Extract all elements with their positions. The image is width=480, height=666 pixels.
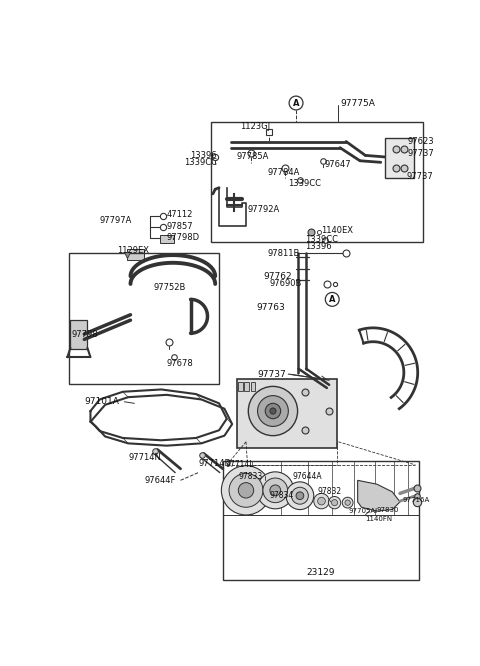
Circle shape <box>221 466 271 515</box>
Text: 97690B: 97690B <box>269 280 301 288</box>
Text: 97716A: 97716A <box>402 497 430 503</box>
Text: 13396: 13396 <box>305 242 332 250</box>
Text: 97832: 97832 <box>318 488 342 496</box>
Circle shape <box>345 500 350 505</box>
Text: 97762: 97762 <box>264 272 292 281</box>
Text: 1123GJ: 1123GJ <box>240 122 270 131</box>
Circle shape <box>270 485 281 496</box>
Text: 97737: 97737 <box>258 370 286 378</box>
Text: 23129: 23129 <box>306 568 335 577</box>
Circle shape <box>286 482 314 509</box>
Circle shape <box>270 408 276 414</box>
Text: 97737: 97737 <box>408 149 434 158</box>
Text: 97833: 97833 <box>238 472 263 481</box>
Circle shape <box>318 498 325 505</box>
Text: 97763: 97763 <box>256 302 285 312</box>
Text: 97644F: 97644F <box>144 476 176 485</box>
Text: 97830: 97830 <box>377 507 399 513</box>
Text: 97678: 97678 <box>167 359 193 368</box>
Text: 97798: 97798 <box>72 330 98 338</box>
Circle shape <box>238 483 254 498</box>
Bar <box>251 382 255 391</box>
Circle shape <box>265 404 281 419</box>
Circle shape <box>229 474 263 507</box>
Text: 1339CC: 1339CC <box>305 235 338 244</box>
Bar <box>237 379 337 448</box>
Text: 97623: 97623 <box>408 137 434 146</box>
Bar <box>71 320 87 350</box>
Text: 97792A: 97792A <box>248 204 280 214</box>
Bar <box>244 382 249 391</box>
Text: 1140FN: 1140FN <box>365 516 393 522</box>
Circle shape <box>257 472 294 509</box>
Circle shape <box>248 386 298 436</box>
Text: 97705AI: 97705AI <box>348 508 378 514</box>
Text: 97785A: 97785A <box>237 153 269 161</box>
Text: 97857: 97857 <box>167 222 193 232</box>
Bar <box>127 249 144 260</box>
Text: 97737: 97737 <box>406 172 433 180</box>
Text: 1140EX: 1140EX <box>322 226 353 234</box>
Text: 97752B: 97752B <box>154 283 186 292</box>
Text: 97834: 97834 <box>269 492 293 500</box>
Circle shape <box>291 488 308 504</box>
Text: 97714N: 97714N <box>129 453 162 462</box>
Text: 97797A: 97797A <box>100 216 132 225</box>
Text: 1339CC: 1339CC <box>288 179 321 188</box>
Text: A: A <box>329 295 336 304</box>
Bar <box>238 382 243 391</box>
Text: 97798D: 97798D <box>167 233 200 242</box>
Circle shape <box>332 500 337 505</box>
Text: 97714L: 97714L <box>225 460 254 470</box>
Text: 97644A: 97644A <box>292 472 322 481</box>
Text: 13396: 13396 <box>190 151 216 160</box>
Bar <box>69 253 219 384</box>
Text: 97101A: 97101A <box>84 398 119 406</box>
Text: 97647: 97647 <box>324 160 351 169</box>
Text: 97811B: 97811B <box>267 248 300 258</box>
Circle shape <box>328 496 341 509</box>
Text: 47112: 47112 <box>167 210 193 219</box>
Bar <box>223 461 419 581</box>
Text: A: A <box>293 99 300 107</box>
Text: 1339CC: 1339CC <box>184 158 217 166</box>
Polygon shape <box>358 480 400 511</box>
Circle shape <box>314 494 329 509</box>
Bar <box>384 138 414 178</box>
Circle shape <box>342 498 353 508</box>
Bar <box>211 123 423 242</box>
Bar <box>160 236 174 243</box>
Text: 97775A: 97775A <box>341 99 375 107</box>
Text: 1129EX: 1129EX <box>117 246 149 255</box>
Text: 97714D: 97714D <box>198 459 231 468</box>
Text: 97784A: 97784A <box>267 168 300 176</box>
Circle shape <box>296 492 304 500</box>
Circle shape <box>263 478 288 503</box>
Circle shape <box>258 396 288 426</box>
